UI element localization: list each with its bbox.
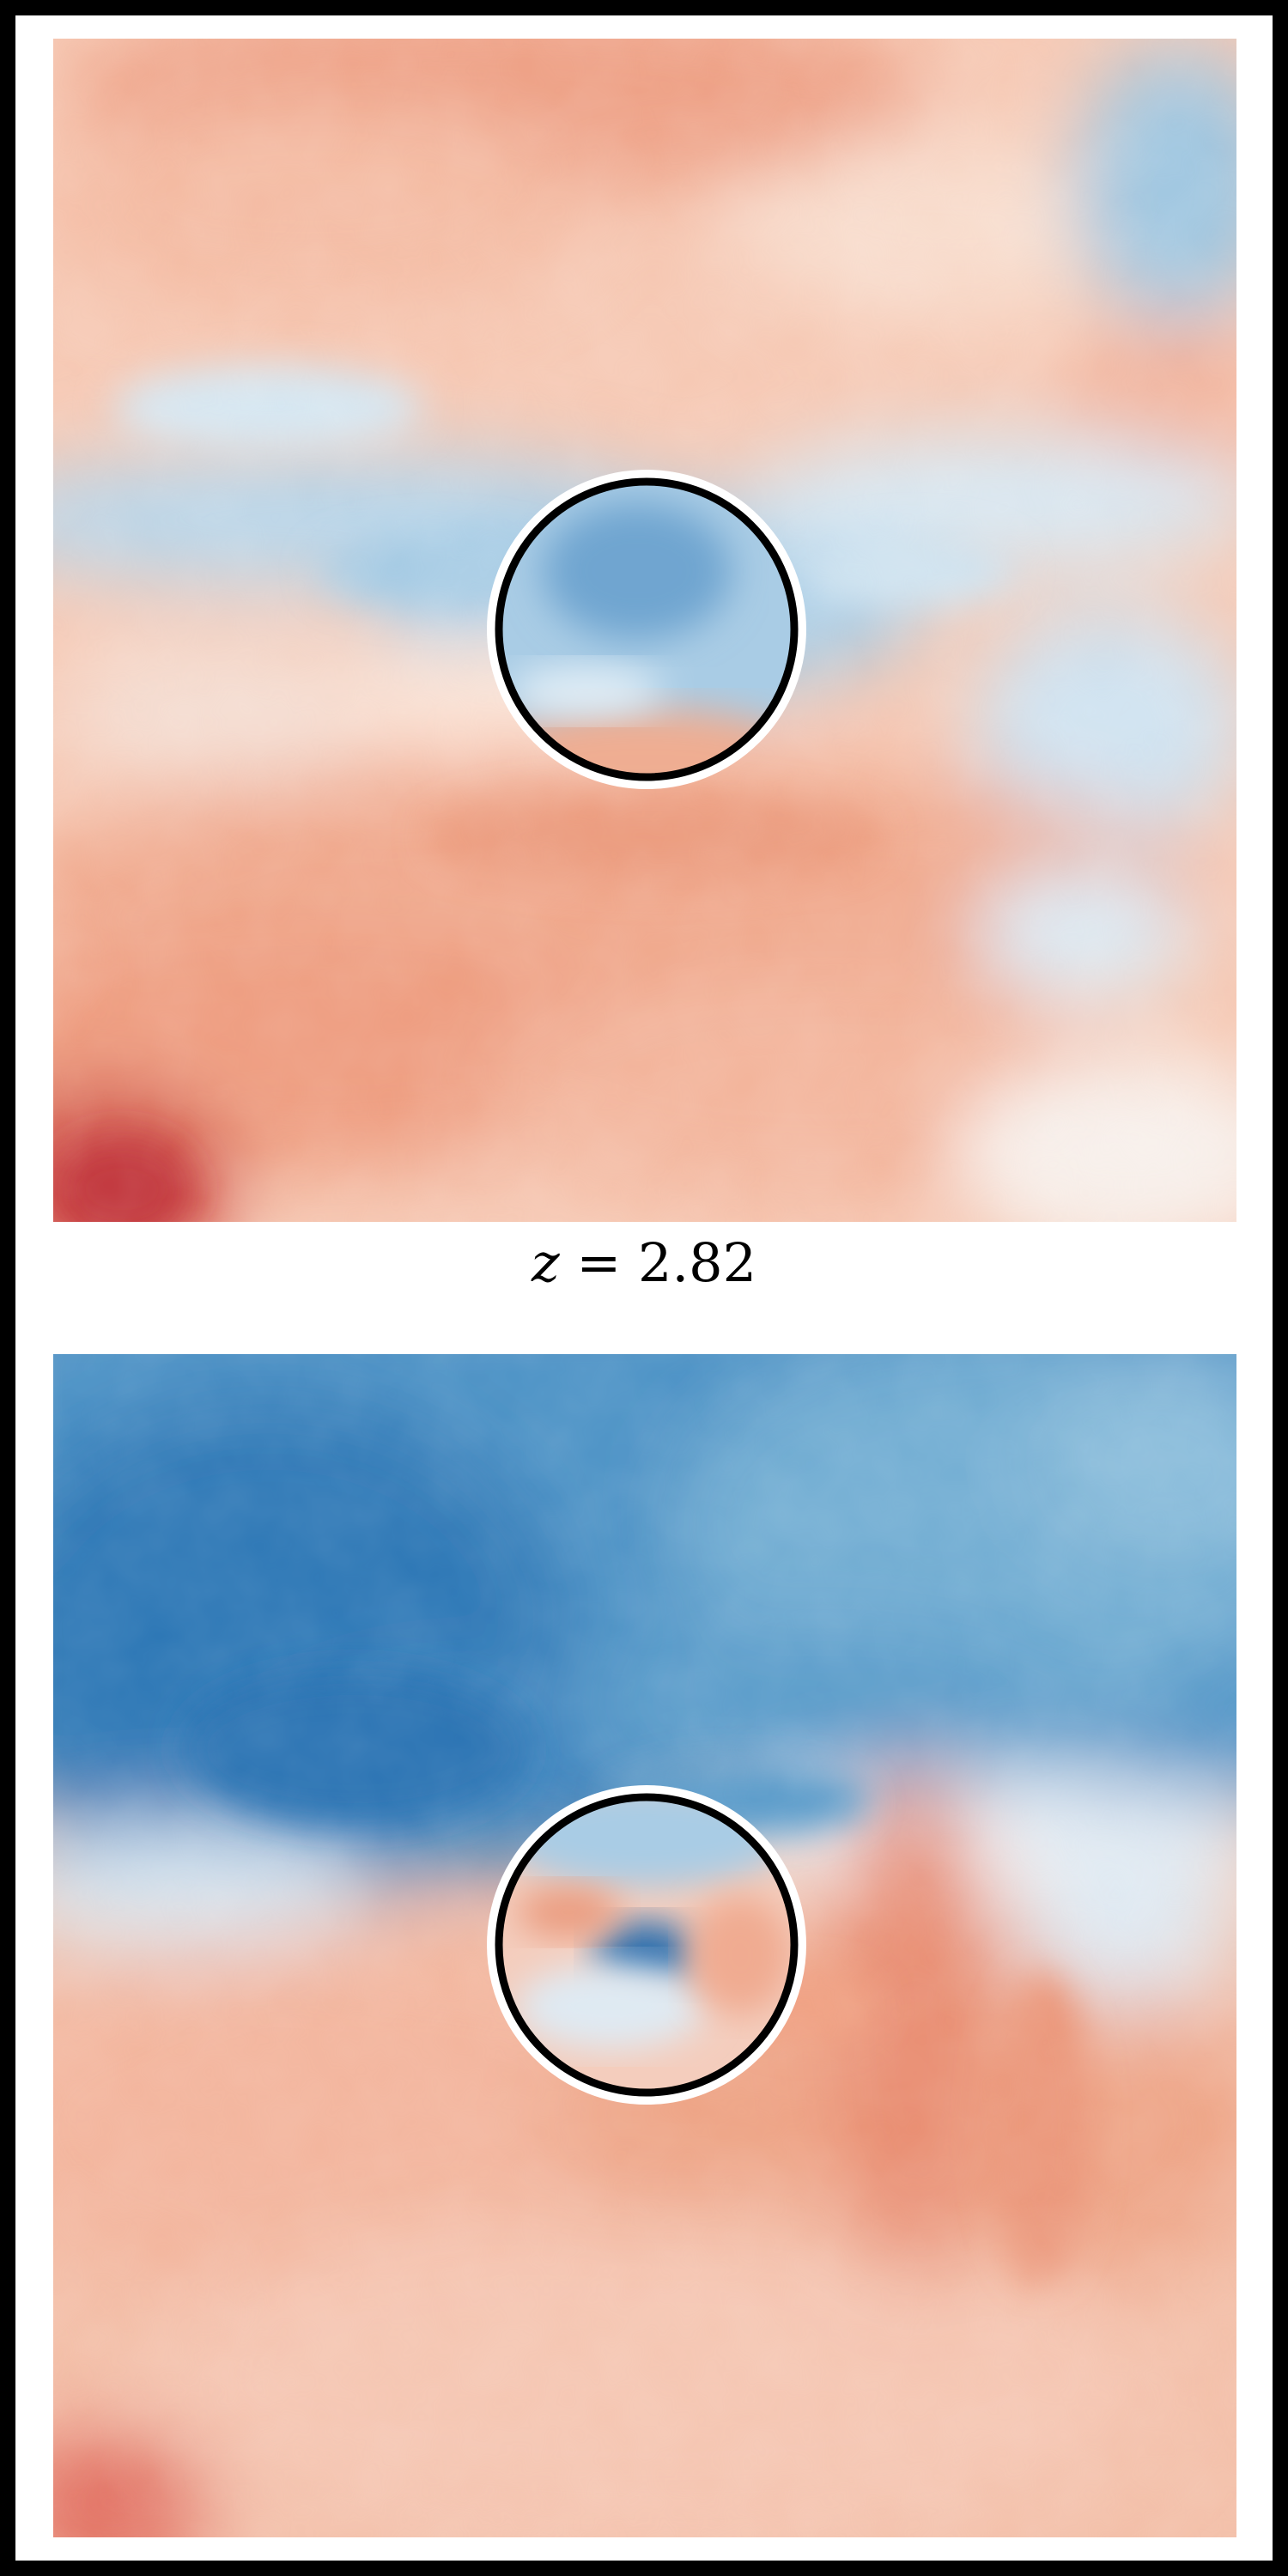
- redshift-equals: =: [576, 1231, 622, 1294]
- bottom-circle-ring: [495, 1793, 799, 2097]
- map-panel-top: [53, 39, 1236, 1222]
- redshift-value: 2.82: [638, 1231, 757, 1294]
- map-bottom-svg: [53, 1354, 1236, 2537]
- top-circle-content: [499, 482, 794, 777]
- map-top-svg: [53, 39, 1236, 1222]
- redshift-variable: z: [531, 1231, 560, 1294]
- top-circle-ring: [495, 477, 799, 781]
- bottom-circle-outer-ring: [487, 1785, 806, 2105]
- top-circle-outer-ring: [487, 470, 806, 789]
- redshift-label: z = 2.82: [0, 1236, 1288, 1290]
- map-panel-bottom: [53, 1354, 1236, 2537]
